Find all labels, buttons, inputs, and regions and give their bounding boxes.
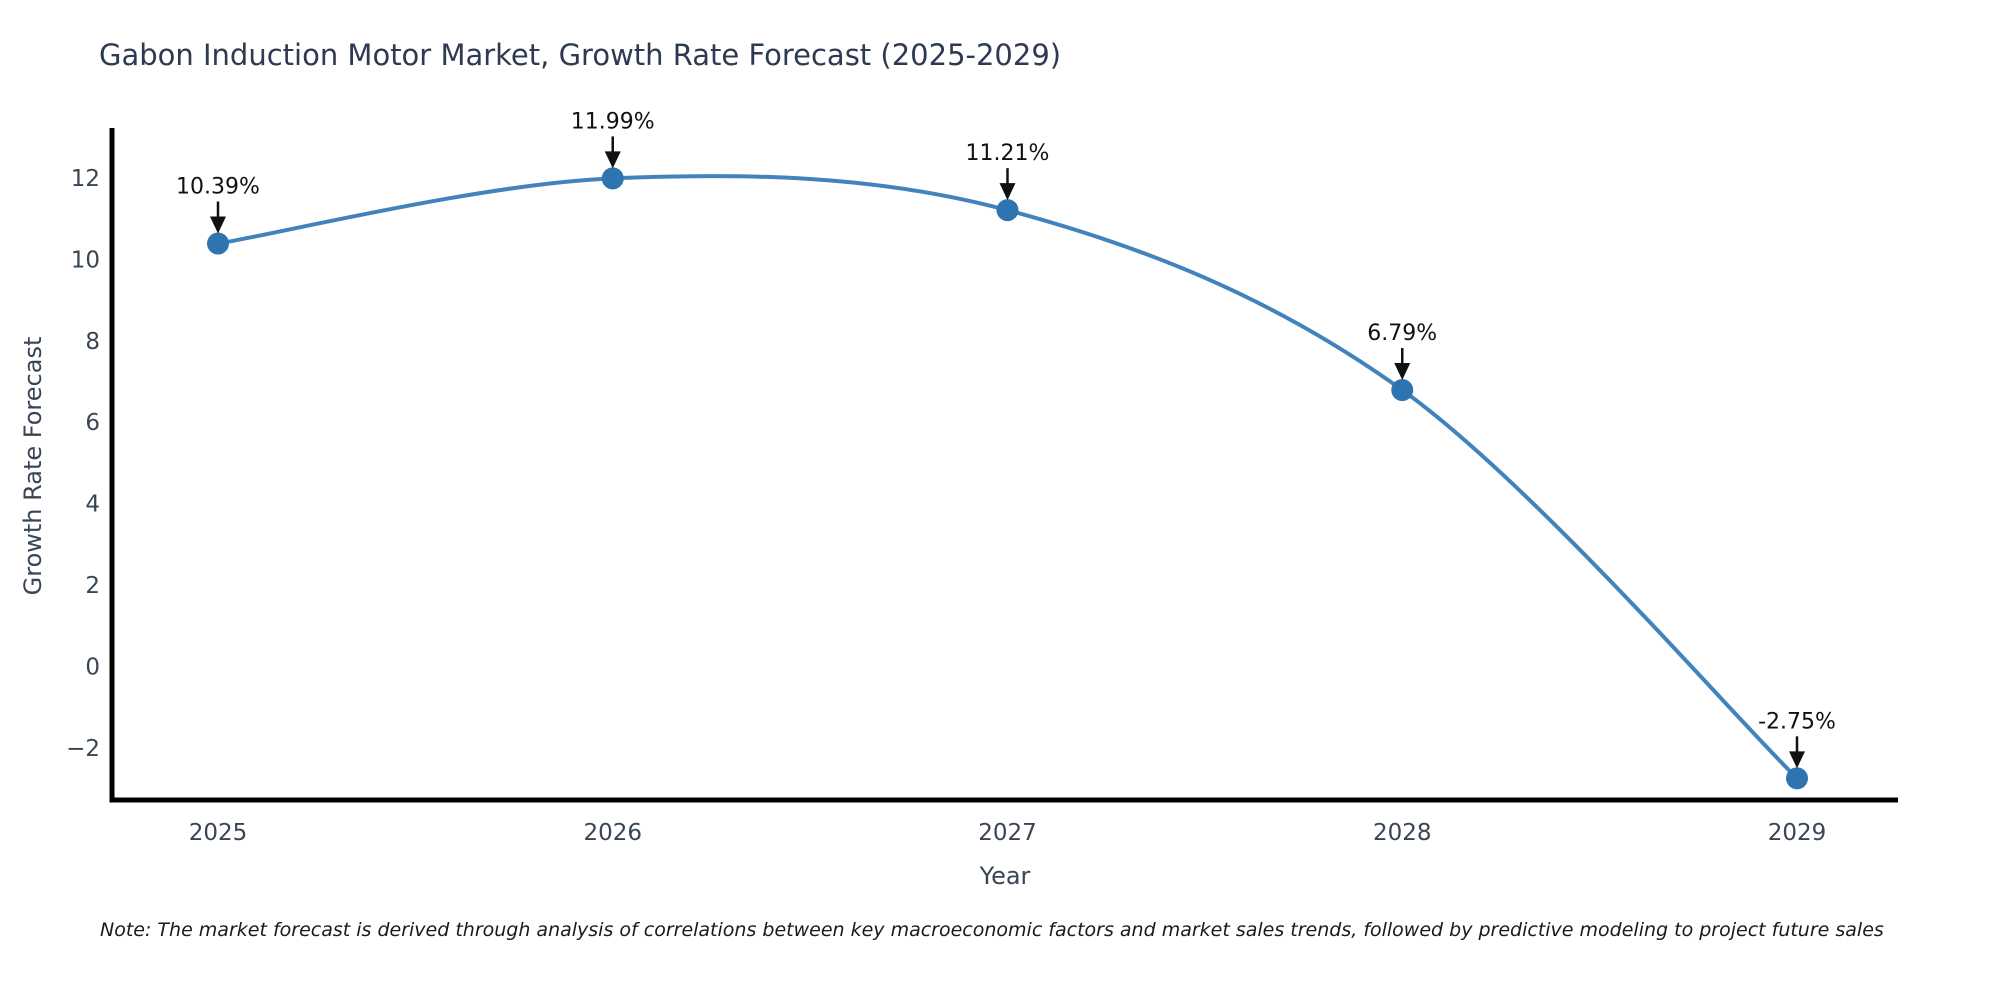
y-tick-label: 6 xyxy=(85,410,100,436)
x-tick-label: 2025 xyxy=(189,820,248,846)
forecast-line xyxy=(216,174,1799,781)
y-tick-label: 4 xyxy=(85,492,100,518)
y-tick-label: 10 xyxy=(71,247,100,273)
annotation-arrowhead xyxy=(1789,751,1805,769)
annotation-label: -2.75% xyxy=(1758,709,1836,734)
y-tick-label: 2 xyxy=(85,573,100,599)
data-point-marker xyxy=(996,199,1019,222)
data-point-marker xyxy=(1786,767,1808,790)
footnote: Note: The market forecast is derived thr… xyxy=(100,919,1884,941)
data-point-marker xyxy=(1391,379,1414,402)
annotation-arrowhead xyxy=(999,183,1016,201)
y-tick-label: 8 xyxy=(85,329,100,355)
y-tick-label: 0 xyxy=(85,654,100,680)
annotation-arrowhead xyxy=(1394,363,1411,381)
chart-title: Gabon Induction Motor Market, Growth Rat… xyxy=(99,38,1062,72)
x-tick-label: 2029 xyxy=(1768,820,1827,846)
data-point-marker xyxy=(207,232,229,255)
x-tick-label: 2028 xyxy=(1373,820,1432,846)
y-tick-label: −2 xyxy=(66,736,100,762)
annotation-label: 10.39% xyxy=(176,175,260,200)
annotation-label: 11.21% xyxy=(966,141,1050,166)
annotation-label: 11.99% xyxy=(571,109,655,134)
data-point-marker xyxy=(601,167,624,190)
annotation-arrowhead xyxy=(604,151,621,169)
y-tick-label: 12 xyxy=(71,166,100,192)
x-axis-title: Year xyxy=(979,862,1031,890)
annotation-arrowhead xyxy=(210,216,226,234)
y-axis-title: Growth Rate Forecast xyxy=(19,336,47,596)
x-tick-label: 2027 xyxy=(978,820,1037,846)
x-tick-label: 2026 xyxy=(583,820,642,846)
annotation-label: 6.79% xyxy=(1367,321,1437,346)
